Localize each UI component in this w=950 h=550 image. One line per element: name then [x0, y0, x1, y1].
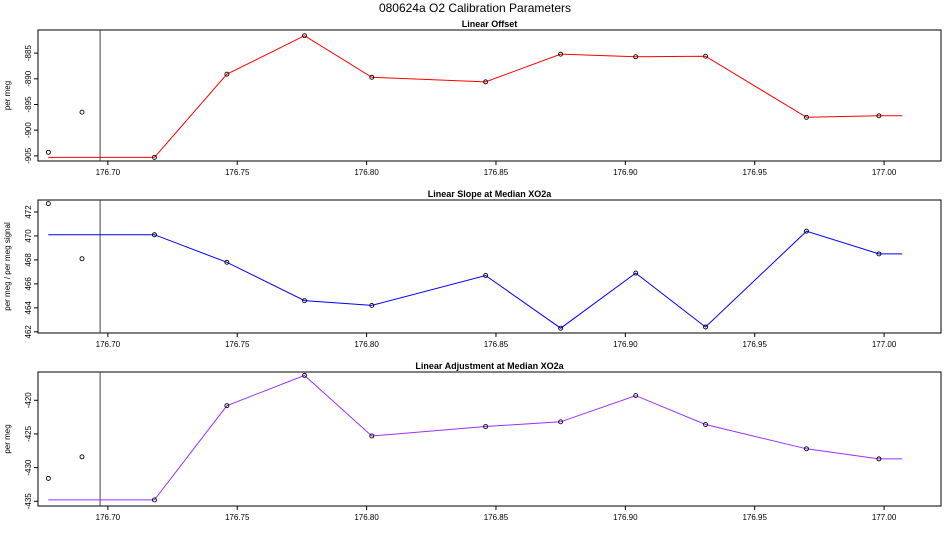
- linear-offset-x-tick-label: 177.00: [872, 168, 897, 177]
- linear-adjustment-data-point: [633, 393, 639, 399]
- linear-slope-x-tick-label: 176.95: [742, 340, 767, 349]
- linear-slope-y-tick-label: 472: [24, 205, 33, 219]
- linear-adjustment-y-tick-label: -430: [24, 459, 33, 476]
- linear-slope-x-tick-label: 176.80: [354, 340, 379, 349]
- linear-offset-panel: Linear Offset 176.70 176.75 176.80 176.85 176…: [3, 19, 942, 177]
- linear-slope-y-axis-label: per meg / per meg signal: [3, 222, 12, 311]
- linear-offset-x-tick-label: 176.90: [613, 168, 638, 177]
- linear-adjustment-data-point: [876, 456, 882, 462]
- linear-slope-data-point: [369, 302, 375, 308]
- linear-adjustment-series-line: [48, 374, 903, 501]
- linear-slope-data-point: [45, 201, 51, 207]
- linear-offset-data-point: [633, 54, 639, 60]
- linear-slope-data-point: [79, 256, 85, 262]
- linear-slope-x-tick-label: 176.90: [613, 340, 638, 349]
- linear-offset-data-point: [876, 113, 882, 119]
- linear-slope-data-point: [483, 273, 489, 278]
- linear-slope-data-point: [804, 228, 809, 234]
- linear-offset-y-tick-label: -900: [24, 122, 33, 139]
- linear-offset-y-tick-label: -905: [24, 147, 33, 164]
- linear-adjustment-panel: Linear Adjustment at Median XO2a 176.70 17…: [3, 361, 942, 522]
- linear-slope-y-tick-label: 470: [24, 229, 33, 243]
- linear-adjustment-y-tick-label: -425: [24, 425, 33, 442]
- linear-offset-y-tick-label: -895: [24, 96, 33, 113]
- linear-adjustment-x-tick-label: 176.70: [96, 513, 121, 522]
- linear-slope-x-tick-label: 176.85: [484, 340, 509, 349]
- linear-slope-data-point: [703, 324, 708, 330]
- linear-offset-data-point: [369, 74, 375, 80]
- linear-slope-y-tick-label: 468: [24, 253, 33, 267]
- linear-adjustment-y-axis-label: per meg: [3, 424, 12, 453]
- linear-offset-data-point: [483, 79, 489, 85]
- page-title: 080624a O2 Calibration Parameters: [378, 1, 572, 15]
- linear-adjustment-data-point: [151, 497, 157, 503]
- linear-slope-series-line: [48, 230, 903, 329]
- linear-slope-data-point: [876, 251, 882, 257]
- linear-offset-data-point: [558, 51, 564, 57]
- linear-adjustment-data-point: [224, 403, 230, 409]
- linear-slope-data-point: [302, 298, 307, 304]
- linear-adjustment-data-point: [45, 475, 51, 481]
- linear-adjustment-data-point: [558, 419, 564, 425]
- linear-offset-data-point: [79, 109, 85, 115]
- linear-slope-data-point: [151, 232, 157, 238]
- linear-adjustment-data-point: [703, 422, 708, 427]
- linear-offset-y-tick-label: -890: [24, 70, 33, 87]
- linear-offset-data-point: [151, 154, 157, 160]
- linear-offset-x-tick-label: 176.95: [742, 168, 767, 177]
- linear-slope-data-point: [633, 270, 639, 276]
- linear-slope-data-point: [224, 259, 230, 265]
- linear-offset-x-tick-label: 176.75: [225, 168, 250, 177]
- linear-adjustment-data-point: [804, 446, 809, 452]
- linear-adjustment-title: Linear Adjustment at Median XO2a: [415, 361, 564, 371]
- linear-offset-data-point: [45, 149, 51, 155]
- linear-offset-plot-frame: [37, 29, 942, 162]
- linear-slope-y-tick-label: 464: [24, 301, 33, 315]
- linear-adjustment-x-tick-label: 176.95: [742, 513, 767, 522]
- linear-slope-data-point: [558, 325, 564, 331]
- linear-slope-x-tick-label: 176.75: [225, 340, 250, 349]
- linear-offset-x-tick-label: 176.70: [96, 168, 121, 177]
- linear-adjustment-x-tick-label: 176.85: [484, 513, 509, 522]
- linear-slope-panel: Linear Slope at Median XO2a 176.70 176.75 1…: [3, 189, 942, 349]
- linear-adjustment-x-tick-label: 176.90: [613, 513, 638, 522]
- linear-adjustment-x-tick-label: 176.80: [354, 513, 379, 522]
- linear-offset-x-tick-label: 176.80: [354, 168, 379, 177]
- linear-adjustment-plot-frame: [37, 371, 942, 507]
- linear-slope-x-tick-label: 176.70: [96, 340, 121, 349]
- linear-offset-data-point: [703, 53, 708, 59]
- linear-offset-y-axis-label: per meg: [3, 81, 12, 110]
- linear-slope-x-tick-label: 177.00: [872, 340, 897, 349]
- linear-offset-data-point: [804, 114, 809, 120]
- linear-offset-data-point: [302, 33, 307, 39]
- linear-adjustment-data-point: [483, 424, 489, 429]
- linear-offset-title: Linear Offset: [462, 19, 518, 29]
- linear-offset-series-line: [48, 35, 903, 158]
- linear-adjustment-data-point: [79, 454, 85, 460]
- linear-adjustment-y-tick-label: -435: [24, 493, 33, 510]
- linear-adjustment-x-tick-label: 176.75: [225, 513, 250, 522]
- linear-adjustment-data-point: [302, 372, 307, 378]
- linear-slope-title: Linear Slope at Median XO2a: [428, 189, 553, 199]
- linear-adjustment-data-point: [369, 433, 375, 439]
- linear-slope-y-tick-label: 466: [24, 277, 33, 291]
- linear-offset-x-tick-label: 176.85: [484, 168, 509, 177]
- linear-adjustment-x-tick-label: 177.00: [872, 513, 897, 522]
- linear-adjustment-y-tick-label: -420: [24, 392, 33, 409]
- linear-offset-data-point: [224, 71, 230, 77]
- linear-slope-y-tick-label: 462: [24, 325, 33, 339]
- linear-offset-y-tick-label: -885: [24, 45, 33, 62]
- linear-slope-plot-frame: [37, 199, 942, 334]
